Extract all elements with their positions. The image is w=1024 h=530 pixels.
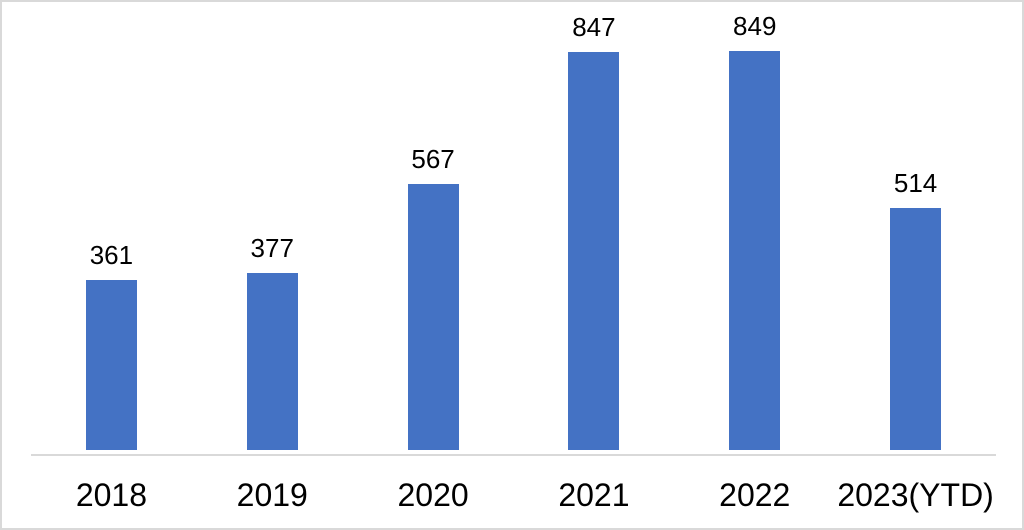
x-axis-label-2018: 2018 <box>75 477 147 513</box>
bar-2019[interactable] <box>246 273 298 450</box>
bar-value-label-2022: 849 <box>733 11 777 41</box>
bar-2021[interactable] <box>568 52 620 450</box>
bar-2022[interactable] <box>729 51 781 450</box>
x-axis-label-2019: 2019 <box>236 477 308 513</box>
x-axis-line <box>31 454 996 456</box>
bar-value-label-2020: 567 <box>411 144 455 174</box>
x-axis-label-2023(YTD): 2023(YTD) <box>837 477 994 513</box>
x-axis-label-2021: 2021 <box>558 477 630 513</box>
bar-value-label-2021: 847 <box>572 12 616 42</box>
bar-value-label-2018: 361 <box>89 240 134 270</box>
bar-value-label-2019: 377 <box>250 233 294 263</box>
x-axis-label-2020: 2020 <box>397 477 469 513</box>
bar-2020[interactable] <box>407 184 459 450</box>
bar-value-label-2023(YTD): 514 <box>893 168 938 198</box>
bar-2023(YTD)[interactable] <box>890 208 942 450</box>
x-axis-label-2022: 2022 <box>719 477 791 513</box>
bar-2018[interactable] <box>85 280 137 450</box>
